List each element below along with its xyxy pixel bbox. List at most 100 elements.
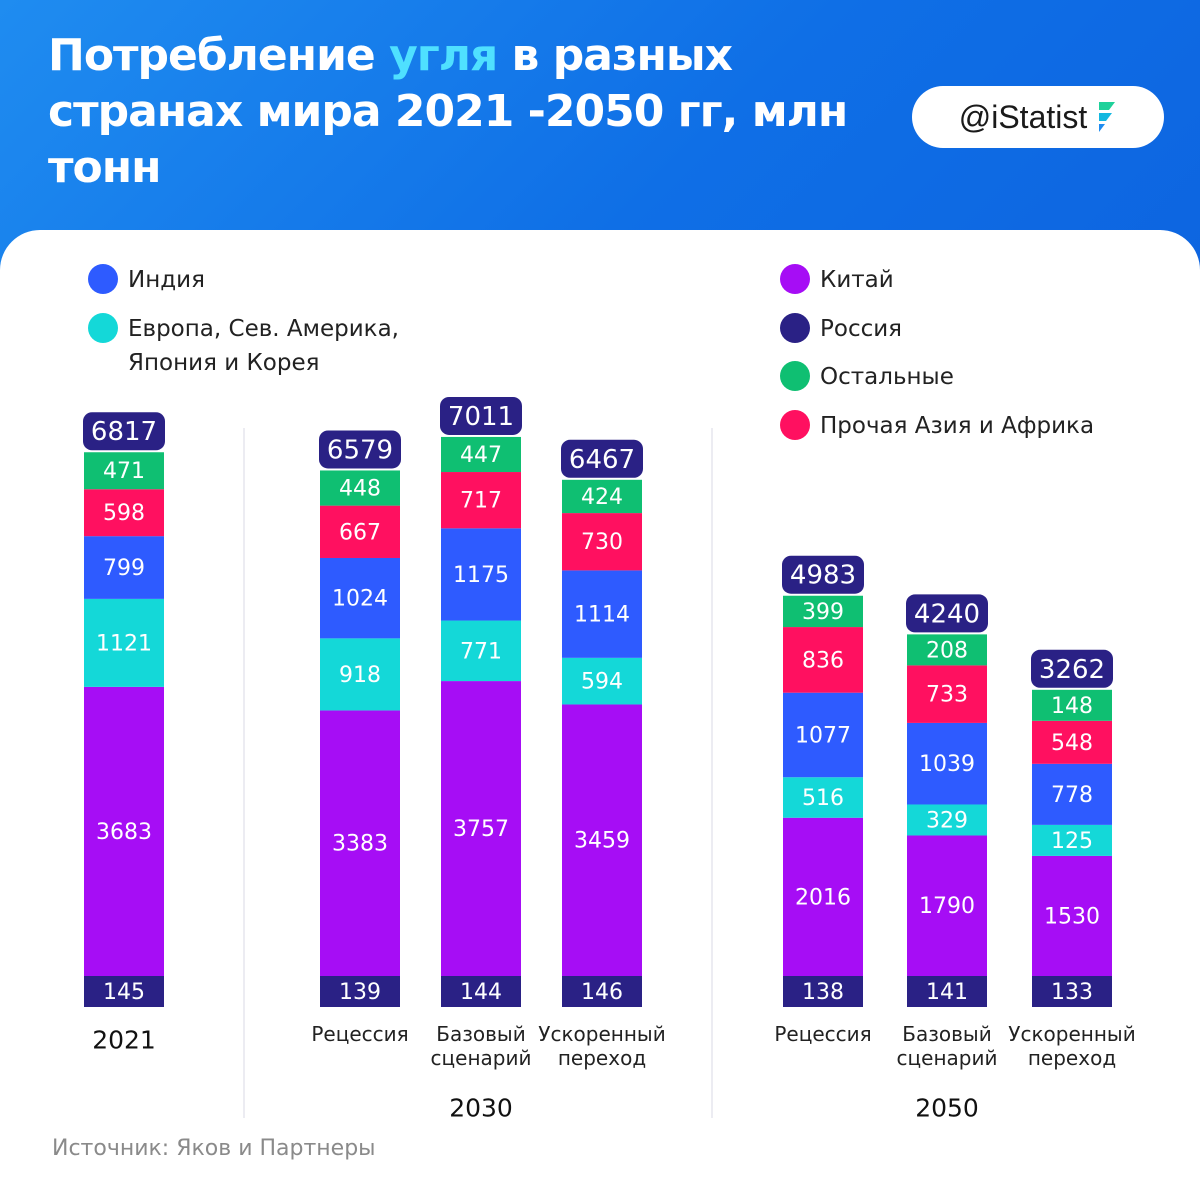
- title-part-1: Потребление: [48, 30, 390, 81]
- legend-swatch-russia: [780, 313, 810, 343]
- bar-segment: [783, 817, 863, 976]
- bar-segment: [84, 452, 164, 490]
- bar-segment: [320, 638, 400, 711]
- total-badge: [906, 594, 988, 633]
- bar-segment: [783, 777, 863, 818]
- bar-segment: [84, 686, 164, 976]
- legend-label-india: Индия: [128, 267, 205, 293]
- bar-value-label: 145: [103, 980, 145, 1005]
- bar-segment: [441, 976, 521, 1007]
- bar-value-label: 2016: [795, 885, 851, 910]
- category-label: Базовый: [436, 1022, 525, 1046]
- bar-value-label: 1121: [96, 631, 152, 656]
- legend-swatch-asia_africa: [780, 410, 810, 440]
- bar-segment: [84, 489, 164, 537]
- bar-segment: [907, 634, 987, 666]
- bar-value-label: 799: [103, 556, 145, 581]
- bar-segment: [783, 976, 863, 1007]
- bar-value-label: 1530: [1044, 904, 1100, 929]
- legend-label-china: Китай: [820, 267, 894, 293]
- category-label: Ускоренный: [538, 1022, 665, 1046]
- bar-value-label: 730: [581, 530, 623, 555]
- brand-handle: @iStatist: [958, 98, 1088, 135]
- total-value-label: 4240: [914, 599, 980, 629]
- bar-value-label: 138: [802, 980, 844, 1005]
- bar-segment: [907, 976, 987, 1007]
- bar-value-label: 918: [339, 663, 381, 688]
- bar-value-label: 516: [802, 786, 844, 811]
- bar-segment: [562, 704, 642, 976]
- bar-value-label: 471: [103, 459, 145, 484]
- bar-segment: [320, 505, 400, 558]
- total-value-label: 7011: [448, 402, 514, 432]
- total-badge: [782, 555, 864, 594]
- legend-item-asia_africa: Прочая Азия и Африка: [780, 409, 1130, 443]
- bar-segment: [783, 627, 863, 693]
- legend-swatch-china: [780, 264, 810, 294]
- legend-label-others: Остальные: [820, 364, 954, 390]
- bar-segment: [320, 557, 400, 639]
- legend-swatch-others: [780, 361, 810, 391]
- legend-swatch-india: [88, 264, 118, 294]
- bar-value-label: 424: [581, 485, 623, 510]
- bar-value-label: 1039: [919, 752, 975, 777]
- legend-item-china: Китай: [780, 263, 1130, 297]
- brand-badge: @iStatist: [912, 86, 1164, 148]
- bar-segment: [907, 722, 987, 805]
- bar-segment: [84, 976, 164, 1007]
- bar-segment: [562, 513, 642, 571]
- bar-segment: [441, 681, 521, 976]
- bar-value-label: 139: [339, 980, 381, 1005]
- total-badge: [83, 412, 165, 451]
- bar-segment: [84, 536, 164, 599]
- category-label: переход: [1028, 1046, 1116, 1070]
- bar-value-label: 144: [460, 980, 502, 1005]
- bar-value-label: 399: [802, 600, 844, 625]
- brand-logo-icon: [1099, 102, 1116, 132]
- bar-segment: [1032, 824, 1112, 856]
- bar-segment: [907, 804, 987, 836]
- bar-segment: [441, 436, 521, 473]
- legend-label-europe: Европа, Сев. Америка, Япония и Корея: [128, 316, 399, 376]
- total-badge: [561, 439, 643, 478]
- bar-segment: [1032, 689, 1112, 721]
- bar-segment: [441, 472, 521, 529]
- total-value-label: 6467: [569, 445, 635, 475]
- category-label: Ускоренный: [1008, 1022, 1135, 1046]
- bar-value-label: 598: [103, 501, 145, 526]
- total-value-label: 3262: [1039, 655, 1105, 685]
- legend-label-russia: Россия: [820, 316, 903, 342]
- bar-value-label: 778: [1051, 783, 1093, 808]
- bar-segment: [441, 528, 521, 621]
- category-label: Рецессия: [774, 1022, 871, 1046]
- total-value-label: 6817: [91, 417, 157, 447]
- source-note: Источник: Яков и Партнеры: [52, 1136, 376, 1161]
- bar-segment: [783, 595, 863, 628]
- group-label: 2050: [915, 1094, 979, 1123]
- bar-value-label: 548: [1051, 731, 1093, 756]
- category-label: переход: [558, 1046, 646, 1070]
- bar-value-label: 1114: [574, 603, 630, 628]
- bar-segment: [1032, 763, 1112, 825]
- total-badge: [440, 396, 522, 435]
- bar-segment: [84, 598, 164, 687]
- bar-value-label: 771: [460, 639, 502, 664]
- bar-value-label: 148: [1051, 694, 1093, 719]
- bar-value-label: 125: [1051, 829, 1093, 854]
- legend-swatch-europe: [88, 313, 118, 343]
- bar-segment: [441, 620, 521, 682]
- bar-value-label: 3683: [96, 820, 152, 845]
- bar-value-label: 208: [926, 638, 968, 663]
- bar-segment: [320, 710, 400, 976]
- bar-segment: [562, 570, 642, 658]
- total-badge: [319, 430, 401, 469]
- bar-segment: [562, 657, 642, 705]
- bar-segment: [562, 976, 642, 1007]
- bar-value-label: 448: [339, 477, 381, 502]
- bar-value-label: 667: [339, 520, 381, 545]
- bar-segment: [907, 835, 987, 976]
- bar-value-label: 329: [926, 808, 968, 833]
- total-value-label: 6579: [327, 435, 393, 465]
- bar-value-label: 3757: [453, 817, 509, 842]
- category-label: сценарий: [897, 1046, 998, 1070]
